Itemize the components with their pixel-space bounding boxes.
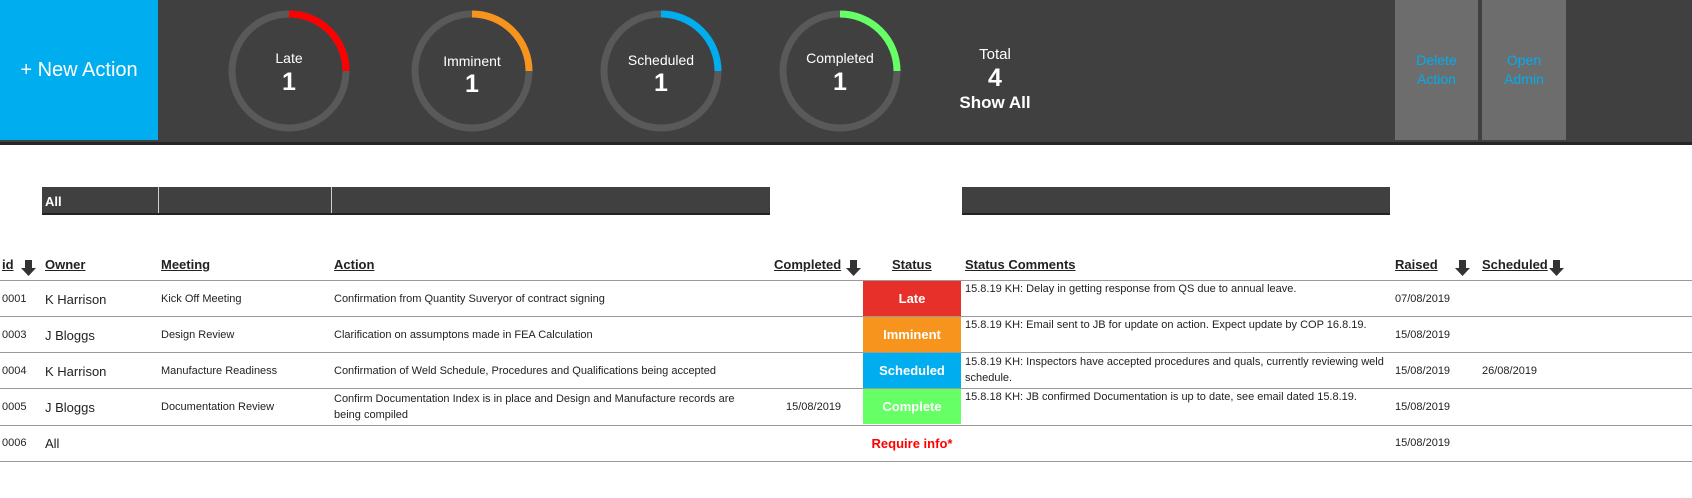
cell-raised: 15/08/2019 — [1395, 365, 1451, 377]
open-admin-button[interactable]: Open Admin — [1482, 0, 1566, 140]
row-divider — [0, 388, 1692, 389]
cell-action: Confirmation from Quantity Suveryor of c… — [334, 293, 605, 305]
cell-action: Clarification on assumptons made in FEA … — [334, 329, 593, 341]
cell-owner: All — [45, 436, 60, 451]
cell-status-comment: 15.8.19 KH: Delay in getting response fr… — [965, 283, 1297, 295]
row-divider — [0, 280, 1692, 281]
total-label: Total — [979, 46, 1011, 63]
cell-meeting: Design Review — [161, 329, 235, 341]
gauge-count: 1 — [654, 69, 668, 97]
cell-status-comment: 15.8.19 KH: Inspectors have accepted pro… — [965, 356, 1384, 384]
gauge-arc — [660, 10, 722, 72]
col-header-status-comments[interactable]: Status Comments — [965, 257, 1076, 272]
cell-completed: 15/08/2019 — [786, 401, 842, 413]
status-badge: Complete — [863, 389, 961, 424]
gauge-count: 1 — [465, 70, 479, 98]
gauge-scheduled[interactable]: Scheduled 1 — [598, 8, 724, 134]
row-divider — [0, 425, 1692, 426]
col-header-completed[interactable]: Completed — [774, 257, 842, 272]
gauge-count: 1 — [282, 68, 296, 96]
cell-status-comment: 15.8.19 KH: Email sent to JB for update … — [965, 319, 1367, 331]
gauge-label: Scheduled — [627, 52, 695, 68]
gauge-imminent[interactable]: Imminent 1 — [409, 8, 535, 134]
owner-filter-value: All — [45, 194, 62, 209]
progress-ring — [228, 10, 350, 132]
cell-owner: K Harrison — [45, 364, 107, 379]
gauge-label: Imminent — [443, 53, 501, 69]
filter-bar-left: All — [42, 187, 770, 215]
gauge-count: 1 — [833, 68, 847, 96]
status-badge: Scheduled — [863, 353, 961, 388]
col-header-raised[interactable]: Raised — [1395, 257, 1438, 272]
cell-scheduled: 26/08/2019 — [1482, 365, 1538, 377]
cell-meeting: Documentation Review — [161, 401, 275, 413]
progress-ring — [600, 10, 722, 132]
col-header-scheduled[interactable]: Scheduled — [1482, 257, 1548, 272]
total-summary: Total 4 Show All — [940, 46, 1050, 113]
cell-meeting: Manufacture Readiness — [161, 365, 278, 377]
progress-ring — [411, 10, 533, 132]
gauge-arc — [471, 10, 533, 72]
new-action-button[interactable]: + New Action — [0, 0, 158, 140]
row-divider — [0, 352, 1692, 353]
owner-filter[interactable]: All — [42, 187, 157, 213]
cell-raised: 15/08/2019 — [1395, 401, 1451, 413]
col-header-meeting[interactable]: Meeting — [161, 257, 211, 272]
col-header-status[interactable]: Status — [892, 257, 932, 272]
gauge-completed[interactable]: Completed 1 — [777, 8, 903, 134]
cell-owner: J Bloggs — [45, 400, 95, 415]
gauge-late[interactable]: Late 1 — [226, 8, 352, 134]
cell-id: 0005 — [2, 401, 27, 413]
sort-down-icon[interactable] — [1454, 259, 1471, 277]
cell-raised: 07/08/2019 — [1395, 293, 1451, 305]
gauge-arc — [288, 10, 350, 72]
meeting-filter[interactable] — [158, 187, 331, 213]
delete-action-button[interactable]: Delete Action — [1395, 0, 1478, 140]
gauge-label: Late — [275, 50, 303, 66]
cell-meeting: Kick Off Meeting — [161, 293, 242, 305]
row-divider — [0, 461, 1692, 462]
status-badge: Imminent — [863, 317, 961, 352]
cell-id: 0001 — [2, 293, 27, 305]
show-all-button[interactable]: Show All — [959, 93, 1031, 112]
status-comments-filter[interactable] — [962, 187, 1390, 215]
total-count: 4 — [988, 64, 1002, 92]
gauge-label: Completed — [806, 50, 874, 66]
cell-owner: K Harrison — [45, 292, 107, 307]
delete-action-label: Delete Action — [1416, 52, 1457, 87]
cell-id: 0006 — [2, 437, 27, 449]
action-filter[interactable] — [331, 187, 770, 213]
sort-down-icon[interactable] — [845, 259, 862, 277]
cell-raised: 15/08/2019 — [1395, 329, 1451, 341]
sort-down-icon[interactable] — [20, 259, 37, 277]
progress-ring — [779, 10, 901, 132]
col-header-action[interactable]: Action — [334, 257, 375, 272]
cell-status-comment: 15.8.18 KH: JB confirmed Documentation i… — [965, 391, 1357, 403]
cell-id: 0004 — [2, 365, 27, 377]
cell-id: 0003 — [2, 329, 27, 341]
header-divider — [0, 142, 1692, 145]
col-header-owner[interactable]: Owner — [45, 257, 86, 272]
open-admin-label: Open Admin — [1504, 52, 1544, 87]
cell-action: Confirm Documentation Index is in place … — [334, 393, 735, 421]
cell-action: Confirmation of Weld Schedule, Procedure… — [334, 365, 716, 377]
require-info-label: Require info* — [871, 436, 953, 451]
sort-down-icon[interactable] — [1548, 259, 1565, 277]
gauge-arc — [839, 10, 901, 72]
cell-owner: J Bloggs — [45, 328, 95, 343]
cell-raised: 15/08/2019 — [1395, 437, 1451, 449]
col-header-id[interactable]: id — [2, 257, 14, 272]
row-divider — [0, 316, 1692, 317]
status-badge: Late — [863, 281, 961, 316]
